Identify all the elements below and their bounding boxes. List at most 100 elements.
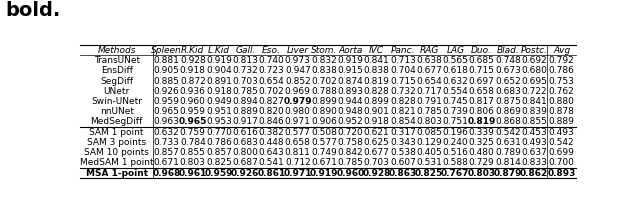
- Text: 0.607: 0.607: [390, 158, 416, 167]
- Text: 0.814: 0.814: [495, 158, 521, 167]
- Text: 0.917: 0.917: [232, 117, 258, 126]
- Text: 0.948: 0.948: [337, 107, 363, 116]
- Text: 0.541: 0.541: [259, 158, 284, 167]
- Text: 0.531: 0.531: [416, 158, 442, 167]
- Text: 0.702: 0.702: [259, 87, 284, 96]
- Text: 0.129: 0.129: [416, 138, 442, 147]
- Text: 0.961: 0.961: [179, 169, 207, 178]
- Text: 0.240: 0.240: [442, 138, 468, 147]
- Text: 0.687: 0.687: [232, 158, 258, 167]
- Text: 0.890: 0.890: [311, 107, 337, 116]
- Text: 0.654: 0.654: [259, 77, 284, 85]
- Text: Gall.: Gall.: [235, 46, 255, 55]
- Text: 0.453: 0.453: [521, 128, 547, 137]
- Text: 0.786: 0.786: [548, 66, 575, 75]
- Text: 0.899: 0.899: [364, 97, 390, 106]
- Text: 0.960: 0.960: [180, 97, 205, 106]
- Text: 0.918: 0.918: [364, 117, 390, 126]
- Text: 0.382: 0.382: [259, 128, 284, 137]
- Text: 0.855: 0.855: [521, 117, 547, 126]
- Text: 0.915: 0.915: [337, 66, 364, 75]
- Text: 0.971: 0.971: [285, 117, 311, 126]
- Text: 0.959: 0.959: [205, 169, 234, 178]
- Text: 0.827: 0.827: [259, 97, 284, 106]
- Text: 0.791: 0.791: [416, 97, 442, 106]
- Text: 0.881: 0.881: [154, 56, 179, 65]
- Text: 0.951: 0.951: [206, 107, 232, 116]
- Text: 0.538: 0.538: [390, 148, 416, 157]
- Text: 0.928: 0.928: [362, 169, 391, 178]
- Text: 0.325: 0.325: [468, 138, 495, 147]
- Text: 0.673: 0.673: [495, 66, 521, 75]
- Text: Methods: Methods: [97, 46, 136, 55]
- Text: Duo.: Duo.: [471, 46, 492, 55]
- Text: 0.889: 0.889: [232, 107, 258, 116]
- Text: 0.516: 0.516: [442, 148, 468, 157]
- Text: 0.959: 0.959: [180, 107, 205, 116]
- Text: 0.683: 0.683: [495, 87, 521, 96]
- Text: 0.704: 0.704: [390, 66, 416, 75]
- Text: 0.899: 0.899: [311, 97, 337, 106]
- Text: 0.720: 0.720: [337, 128, 363, 137]
- Text: Blad.: Blad.: [497, 46, 519, 55]
- Text: 0.085: 0.085: [416, 128, 442, 137]
- Text: 0.789: 0.789: [495, 148, 521, 157]
- Text: 0.786: 0.786: [206, 138, 232, 147]
- Text: 0.819: 0.819: [467, 117, 496, 126]
- Text: 0.632: 0.632: [442, 77, 468, 85]
- Text: 0.753: 0.753: [548, 77, 575, 85]
- Text: 0.817: 0.817: [468, 97, 495, 106]
- Text: 0.554: 0.554: [442, 87, 468, 96]
- Text: UNetr: UNetr: [104, 87, 130, 96]
- Text: 0.863: 0.863: [388, 169, 417, 178]
- Text: 0.891: 0.891: [206, 77, 232, 85]
- Text: 0.893: 0.893: [547, 169, 576, 178]
- Text: 0.973: 0.973: [285, 56, 311, 65]
- Text: 0.480: 0.480: [468, 148, 495, 157]
- Text: 0.588: 0.588: [442, 158, 468, 167]
- Text: 0.616: 0.616: [232, 128, 258, 137]
- Text: 0.680: 0.680: [521, 66, 547, 75]
- Text: 0.792: 0.792: [548, 56, 575, 65]
- Text: 0.577: 0.577: [311, 138, 337, 147]
- Text: 0.784: 0.784: [180, 138, 205, 147]
- Text: 0.811: 0.811: [285, 148, 311, 157]
- Text: 0.906: 0.906: [311, 117, 337, 126]
- Text: 0.671: 0.671: [154, 158, 179, 167]
- Text: 0.448: 0.448: [259, 138, 284, 147]
- Text: 0.820: 0.820: [259, 107, 284, 116]
- Text: 0.944: 0.944: [337, 97, 363, 106]
- Text: 0.625: 0.625: [364, 138, 390, 147]
- Text: 0.715: 0.715: [390, 77, 416, 85]
- Text: 0.885: 0.885: [154, 77, 179, 85]
- Text: 0.875: 0.875: [495, 97, 521, 106]
- Text: 0.926: 0.926: [154, 87, 179, 96]
- Text: Liver: Liver: [287, 46, 309, 55]
- Text: 0.838: 0.838: [364, 66, 390, 75]
- Text: Swin-UNetr: Swin-UNetr: [92, 97, 142, 106]
- Text: 0.960: 0.960: [336, 169, 364, 178]
- Text: 0.857: 0.857: [206, 148, 232, 157]
- Text: MSA 1-point: MSA 1-point: [86, 169, 148, 178]
- Text: 0.919: 0.919: [206, 56, 232, 65]
- Text: 0.861: 0.861: [257, 169, 285, 178]
- Text: 0.749: 0.749: [311, 148, 337, 157]
- Text: 0.832: 0.832: [311, 56, 337, 65]
- Text: 0.893: 0.893: [337, 87, 364, 96]
- Text: 0.695: 0.695: [521, 77, 547, 85]
- Text: 0.702: 0.702: [311, 77, 337, 85]
- Text: 0.703: 0.703: [232, 77, 258, 85]
- Text: 0.621: 0.621: [364, 128, 390, 137]
- Text: 0.855: 0.855: [180, 148, 205, 157]
- Text: 0.317: 0.317: [390, 128, 416, 137]
- Text: 0.785: 0.785: [232, 87, 258, 96]
- Text: 0.800: 0.800: [232, 148, 258, 157]
- Text: 0.542: 0.542: [549, 138, 575, 147]
- Text: Aorta: Aorta: [338, 46, 362, 55]
- Text: 0.770: 0.770: [206, 128, 232, 137]
- Text: 0.947: 0.947: [285, 66, 310, 75]
- Text: LAG: LAG: [446, 46, 465, 55]
- Text: 0.918: 0.918: [180, 66, 205, 75]
- Text: 0.889: 0.889: [548, 117, 575, 126]
- Text: 0.852: 0.852: [285, 77, 310, 85]
